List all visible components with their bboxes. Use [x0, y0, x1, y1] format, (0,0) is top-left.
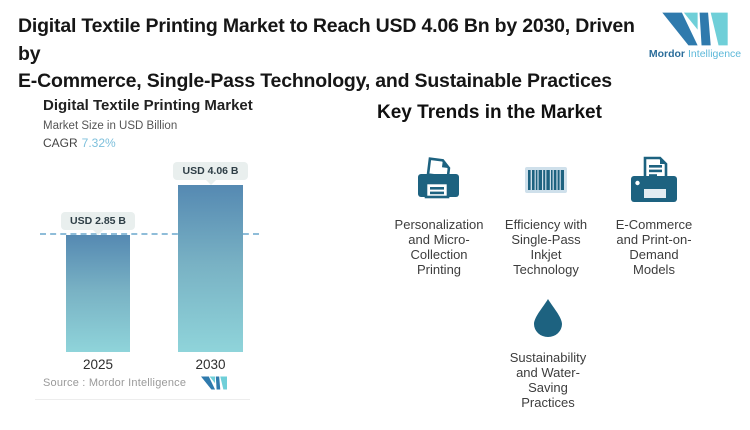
cagr-row: CAGR 7.32%	[43, 136, 116, 150]
trend-item-ecommerce: E-Commerce and Print-on- Demand Models	[594, 153, 714, 277]
page-title: Digital Textile Printing Market to Reach…	[18, 15, 635, 93]
bar-2030	[178, 185, 243, 352]
bar-chart: USD 2.85 B 2025 USD 4.06 B 2030	[30, 158, 267, 372]
trend-label: Personalization and Micro- Collection Pr…	[394, 217, 484, 277]
ecommerce-printer-icon	[631, 156, 677, 202]
chart-title: Digital Textile Printing Market	[43, 97, 253, 114]
water-drop-icon	[534, 299, 562, 337]
cagr-value: 7.32%	[81, 136, 116, 150]
card-divider	[35, 399, 250, 400]
barcode-icon	[525, 167, 567, 193]
bar-group-2030: USD 4.06 B 2030	[173, 162, 248, 372]
baseline-dashed-line	[40, 233, 259, 235]
source-text: Source : Mordor Intelligence	[43, 377, 187, 389]
x-axis-label-2025: 2025	[82, 357, 114, 372]
brand-name-bold: Mordor	[648, 48, 686, 60]
pill-pointer-icon	[93, 230, 103, 235]
printer-icon	[418, 157, 459, 199]
bar-value-pill: USD 4.06 B	[173, 162, 248, 180]
chart-subtitle: Market Size in USD Billion	[43, 120, 178, 132]
trends-section: Key Trends in the Market Personalization…	[330, 88, 750, 430]
cagr-label: CAGR	[43, 136, 78, 150]
bar-value-pill: USD 2.85 B	[60, 212, 136, 230]
brand-name-light: Intelligence	[688, 48, 742, 60]
chart-card: Digital Textile Printing Market Market S…	[25, 88, 272, 404]
brand-name: Mordor Intelligence	[646, 48, 744, 60]
brand-logo: Mordor Intelligence	[646, 12, 744, 60]
bar-group-2025: USD 2.85 B 2025	[60, 212, 136, 372]
trend-item-personalization: Personalization and Micro- Collection Pr…	[379, 153, 499, 277]
trend-label: Efficiency with Single-Pass Inkjet Techn…	[504, 217, 588, 277]
mordor-logo-icon	[662, 12, 728, 46]
x-axis-label-2030: 2030	[195, 357, 226, 372]
mordor-logo-mini-icon	[201, 376, 228, 390]
source-row: Source : Mordor Intelligence	[43, 376, 242, 390]
trend-label: E-Commerce and Print-on- Demand Models	[615, 217, 693, 277]
pill-pointer-icon	[205, 180, 216, 185]
trend-label: Sustainability and Water- Saving Practic…	[509, 350, 587, 410]
bar-value-text: USD 2.85 B	[69, 215, 127, 227]
trend-item-single-pass: Efficiency with Single-Pass Inkjet Techn…	[486, 153, 606, 277]
trend-item-sustainability: Sustainability and Water- Saving Practic…	[488, 296, 608, 410]
trends-heading: Key Trends in the Market	[377, 102, 602, 123]
bar-2025	[66, 235, 130, 352]
bar-value-text: USD 4.06 B	[182, 165, 239, 177]
